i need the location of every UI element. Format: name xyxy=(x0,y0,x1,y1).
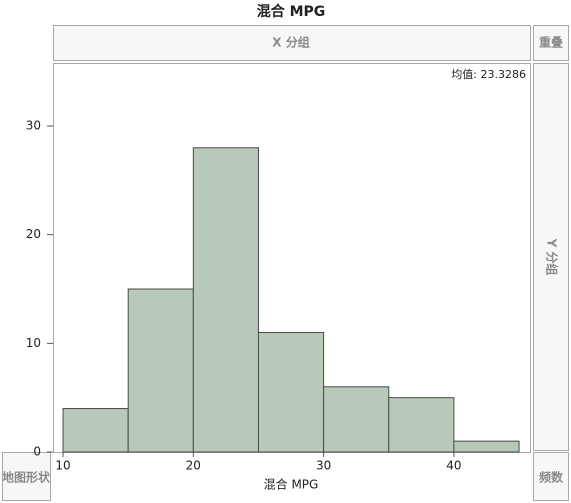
y-group-label[interactable]: Y 分组 xyxy=(545,238,560,276)
frequency-zone[interactable] xyxy=(533,452,569,501)
overlay-zone[interactable] xyxy=(533,25,569,61)
bar xyxy=(388,397,455,453)
bar xyxy=(127,288,194,453)
y-tick-label: 30 xyxy=(26,119,41,133)
y-group-zone[interactable] xyxy=(533,63,569,451)
x-tick-label: 30 xyxy=(316,459,331,473)
map-shape-zone[interactable] xyxy=(2,452,51,501)
x-tick-label: 20 xyxy=(186,459,201,473)
bar xyxy=(192,147,259,453)
y-tick-label: 0 xyxy=(33,445,41,459)
bar xyxy=(62,408,129,453)
chart-title: 混合 MPG xyxy=(257,3,326,20)
x-tick-label: 10 xyxy=(55,459,70,473)
bar xyxy=(323,386,390,453)
x-axis-title: 混合 MPG xyxy=(264,477,319,492)
map-shape-label[interactable]: 地图形状 xyxy=(2,470,51,485)
mean-annotation: 均值: 23.3286 xyxy=(451,68,526,81)
x-tick-label: 40 xyxy=(446,459,461,473)
frequency-label[interactable]: 频数 xyxy=(539,470,564,485)
y-tick-label: 10 xyxy=(26,336,41,350)
bar xyxy=(453,440,520,453)
y-tick-label: 20 xyxy=(26,227,41,241)
x-group-label[interactable]: X 分组 xyxy=(272,35,309,50)
x-group-zone[interactable] xyxy=(53,25,531,61)
overlay-label[interactable]: 重叠 xyxy=(539,35,563,50)
bar xyxy=(257,331,325,453)
